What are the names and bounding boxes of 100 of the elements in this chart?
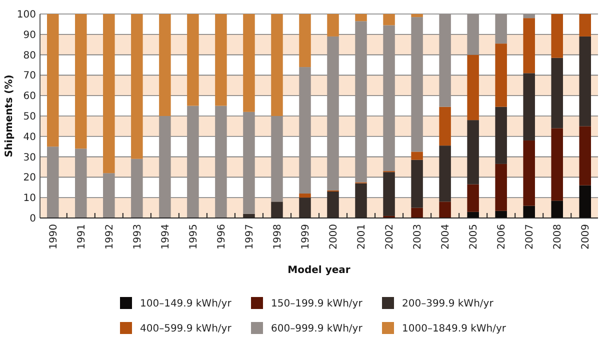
legend-label: 1000–1849.9 kWh/yr (402, 324, 507, 334)
y-tick-label: 0 (30, 214, 36, 224)
bar (551, 200, 563, 218)
bar (467, 14, 479, 55)
bar (551, 128, 563, 201)
x-tick-label: 2007 (524, 224, 536, 250)
bar (187, 14, 199, 106)
bar (495, 14, 507, 44)
bar (579, 126, 591, 186)
y-tick-label: 30 (23, 152, 36, 164)
bar (75, 14, 87, 149)
y-axis-title: Shipments (%) (4, 74, 15, 158)
bar (551, 58, 563, 128)
legend-label: 150–199.9 kWh/yr (271, 298, 364, 310)
x-tick-label: 2003 (412, 224, 424, 250)
x-tick-label: 1996 (216, 224, 228, 250)
x-tick-label: 1994 (160, 224, 172, 250)
bar (523, 18, 535, 74)
bar (299, 198, 311, 218)
x-tick-label: 2004 (440, 224, 452, 250)
bar (411, 14, 423, 18)
bar (103, 173, 115, 218)
bar (523, 206, 535, 218)
bar (243, 112, 255, 214)
bar (355, 183, 367, 218)
bar (327, 14, 339, 36)
legend-label: 600–999.9 kWh/yr (271, 324, 364, 334)
bar (299, 67, 311, 194)
bar (383, 14, 395, 26)
bar (495, 44, 507, 107)
y-tick-label: 90 (23, 30, 36, 41)
bar (467, 54, 479, 120)
bar (411, 208, 423, 218)
bar (327, 191, 339, 218)
y-tick-label: 100 (16, 10, 36, 20)
x-tick-label: 1999 (300, 224, 312, 250)
bar (439, 106, 451, 146)
x-tick-label: 2000 (328, 224, 340, 250)
bar (299, 194, 311, 198)
x-axis-title: Model year (288, 265, 350, 276)
bar (467, 120, 479, 184)
x-tick-label: 1997 (244, 224, 256, 250)
y-tick-label: 70 (23, 70, 36, 82)
bar (579, 185, 591, 218)
bar (495, 106, 507, 164)
y-tick-label: 50 (23, 112, 36, 122)
bar (523, 73, 535, 140)
bar (47, 14, 59, 147)
y-tick-label: 10 (23, 193, 36, 204)
bar (439, 202, 451, 218)
bar (411, 160, 423, 208)
bar (327, 36, 339, 190)
bar (131, 158, 143, 218)
bar (495, 210, 507, 218)
bar (551, 14, 563, 58)
bar (383, 25, 395, 172)
x-tick-label: 2009 (580, 224, 592, 250)
x-tick-label: 1990 (48, 224, 60, 250)
y-tick-label: 20 (23, 172, 36, 184)
x-tick-label: 1993 (132, 224, 144, 250)
bar (495, 164, 507, 211)
bar (271, 202, 283, 218)
bar (439, 146, 451, 202)
bar (159, 14, 171, 116)
bar (299, 14, 311, 68)
bar (523, 140, 535, 206)
bar (215, 106, 227, 218)
y-tick-label: 80 (23, 50, 36, 62)
bar (579, 14, 591, 36)
bar (103, 14, 115, 174)
legend-label: 400–599.9 kWh/yr (140, 324, 232, 334)
bar (271, 14, 283, 116)
x-tick-label: 2005 (468, 224, 480, 250)
bar (75, 148, 87, 218)
x-tick-label: 1992 (104, 224, 116, 250)
bar (467, 184, 479, 212)
x-tick-label: 2008 (552, 224, 564, 250)
x-tick-label: 1991 (76, 224, 88, 250)
y-tick-label: 60 (23, 91, 36, 102)
legend-label: 200–399.9 kWh/yr (402, 298, 494, 310)
bar (215, 14, 227, 106)
bar (579, 36, 591, 126)
bar (47, 146, 59, 218)
y-tick-label: 40 (23, 132, 36, 143)
x-tick-label: 2001 (356, 224, 368, 250)
bar (383, 172, 395, 216)
x-tick-label: 1995 (188, 224, 200, 250)
bar (187, 106, 199, 218)
bar (131, 14, 143, 159)
bar (411, 17, 423, 152)
bar (271, 116, 283, 202)
bar (523, 14, 535, 18)
x-tick-label: 2002 (384, 224, 396, 250)
bar (159, 116, 171, 218)
bar (243, 14, 255, 112)
legend-label: 100–149.9 kWh/yr (140, 298, 232, 310)
bar (355, 14, 367, 22)
bar (355, 21, 367, 182)
bar (467, 212, 479, 218)
bar (411, 152, 423, 160)
